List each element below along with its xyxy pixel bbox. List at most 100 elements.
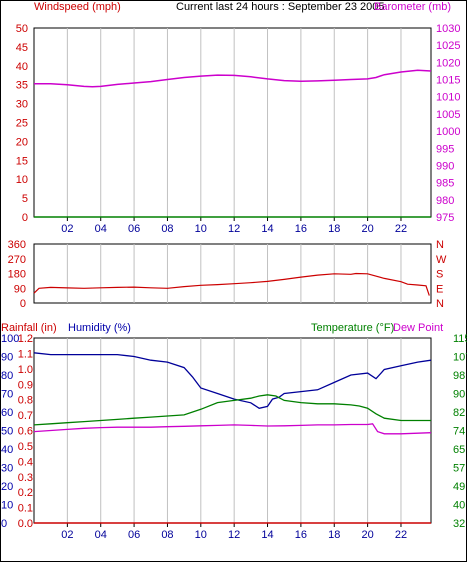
- barometer-tick-label: 1025: [436, 40, 460, 52]
- barometer-tick-label: 985: [436, 178, 454, 190]
- windspeed-tick-label: 50: [16, 23, 28, 35]
- x-tick-label: 06: [128, 223, 140, 235]
- barometer-tick-label: 1030: [436, 23, 460, 35]
- temperature-tick-label: 57: [453, 463, 465, 475]
- temperature-tick-label: 65: [453, 444, 465, 456]
- temperature-tick-label: 40: [453, 500, 465, 512]
- x-tick-label: 16: [295, 529, 307, 541]
- rainfall-tick-label: 0.7: [18, 410, 33, 422]
- barometer-tick-label: 1015: [436, 75, 460, 87]
- x-tick-label: 14: [261, 223, 273, 235]
- humidity-tick-label: 60: [1, 407, 13, 419]
- windspeed-axis-title: Windspeed (mph): [34, 1, 121, 13]
- compass-label: S: [436, 269, 443, 281]
- humidity-line: [33, 352, 432, 409]
- humidity-tick-label: 70: [1, 389, 13, 401]
- compass-label: W: [436, 254, 447, 266]
- x-tick-label: 20: [361, 223, 373, 235]
- humidity-tick-label: 50: [1, 426, 13, 438]
- wind-barometer-panel: 02 04 06 08 10 12 14 16 18 20 22051015202530354045…: [16, 23, 461, 235]
- rainfall-tick-label: 0.2: [18, 487, 33, 499]
- windspeed-tick-label: 0: [22, 212, 28, 224]
- direction-tick-label: 360: [8, 239, 26, 251]
- rainfall-tick-label: 0.5: [18, 441, 33, 453]
- x-tick-label: 04: [95, 223, 107, 235]
- direction-tick-label: 180: [8, 269, 26, 281]
- x-tick-label: 10: [195, 223, 207, 235]
- barometer-axis-title: Barometer (mb): [374, 1, 451, 13]
- x-tick-label: 02: [61, 529, 73, 541]
- temperature-tick-label: 107: [453, 352, 467, 364]
- rainfall-axis-title: Rainfall (in): [1, 322, 57, 334]
- barometer-tick-label: 1000: [436, 126, 460, 138]
- humidity-tick-label: 40: [1, 444, 13, 456]
- windspeed-tick-label: 25: [16, 118, 28, 130]
- temperature-tick-label: 49: [453, 481, 465, 493]
- x-tick-label: 22: [395, 529, 407, 541]
- rainfall-tick-label: 0.9: [18, 379, 33, 391]
- x-tick-label: 18: [328, 223, 340, 235]
- x-tick-label: 20: [361, 529, 373, 541]
- x-tick-label: 12: [228, 223, 240, 235]
- chart-title: Current last 24 hours : September 23 200…: [176, 1, 385, 13]
- temperature-tick-label: 115: [453, 333, 467, 345]
- plot-area: [33, 337, 432, 524]
- humidity-axis-title: Humidity (%): [68, 322, 131, 334]
- x-tick-label: 16: [295, 223, 307, 235]
- windspeed-tick-label: 35: [16, 80, 28, 92]
- x-tick-label: 12: [228, 529, 240, 541]
- dewpoint-axis-title: Dew Point: [393, 322, 443, 334]
- barometer-tick-label: 990: [436, 160, 454, 172]
- rain-humidity-temperature-panel: 02 04 06 08 10 12 14 16 18 20 22 0.0 0.1 0.2 0.3 0.4 0.5…: [1, 333, 467, 541]
- barometer-tick-label: 1010: [436, 92, 460, 104]
- barometer-tick-label: 980: [436, 195, 454, 207]
- plot-area: [33, 27, 432, 218]
- windspeed-tick-label: 15: [16, 155, 28, 167]
- humidity-tick-label: 90: [1, 352, 13, 364]
- temperature-line: [33, 394, 431, 426]
- dewpoint-line: [33, 423, 432, 435]
- x-tick-label: 08: [161, 223, 173, 235]
- compass-label: N: [436, 239, 444, 251]
- x-tick-label: 10: [195, 529, 207, 541]
- humidity-tick-label: 20: [1, 481, 13, 493]
- x-tick-label: 08: [161, 529, 173, 541]
- humidity-tick-label: 100: [1, 333, 19, 345]
- humidity-tick-label: 0: [1, 518, 7, 530]
- windspeed-tick-label: 30: [16, 99, 28, 111]
- windspeed-tick-label: 45: [16, 42, 28, 54]
- temperature-tick-label: 90: [453, 389, 465, 401]
- x-tick-label: 18: [328, 529, 340, 541]
- temperature-tick-label: 74: [453, 426, 465, 438]
- temperature-axis-title: Temperature (°F): [311, 322, 394, 334]
- x-tick-label: 22: [395, 223, 407, 235]
- barometer-tick-label: 1005: [436, 109, 460, 121]
- plot-area: [33, 243, 432, 304]
- temperature-tick-label: 32: [453, 518, 465, 530]
- barometer-tick-label: 975: [436, 212, 454, 224]
- rainfall-tick-label: 0.6: [18, 426, 33, 438]
- barometer-tick-label: 1020: [436, 57, 460, 69]
- humidity-tick-label: 30: [1, 463, 13, 475]
- x-tick-label: 06: [128, 529, 140, 541]
- temperature-tick-label: 98: [453, 370, 465, 382]
- x-tick-label: 04: [95, 529, 107, 541]
- direction-tick-label: 270: [8, 254, 26, 266]
- rainfall-tick-label: 1.0: [18, 364, 33, 376]
- humidity-tick-label: 80: [1, 370, 13, 382]
- rainfall-tick-label: 1.2: [18, 333, 33, 345]
- rainfall-tick-label: 0.4: [18, 456, 33, 468]
- barometer-line: [34, 69, 432, 88]
- windspeed-tick-label: 40: [16, 61, 28, 73]
- direction-tick-label: 90: [14, 283, 26, 295]
- x-tick-label: 14: [261, 529, 273, 541]
- rainfall-tick-label: 0.1: [18, 503, 33, 515]
- rainfall-tick-label: 0.8: [18, 395, 33, 407]
- compass-label: N: [436, 298, 444, 310]
- windspeed-tick-label: 10: [16, 174, 28, 186]
- rainfall-tick-label: 0.3: [18, 472, 33, 484]
- rainfall-tick-label: 1.1: [18, 348, 33, 360]
- humidity-tick-label: 10: [1, 500, 13, 512]
